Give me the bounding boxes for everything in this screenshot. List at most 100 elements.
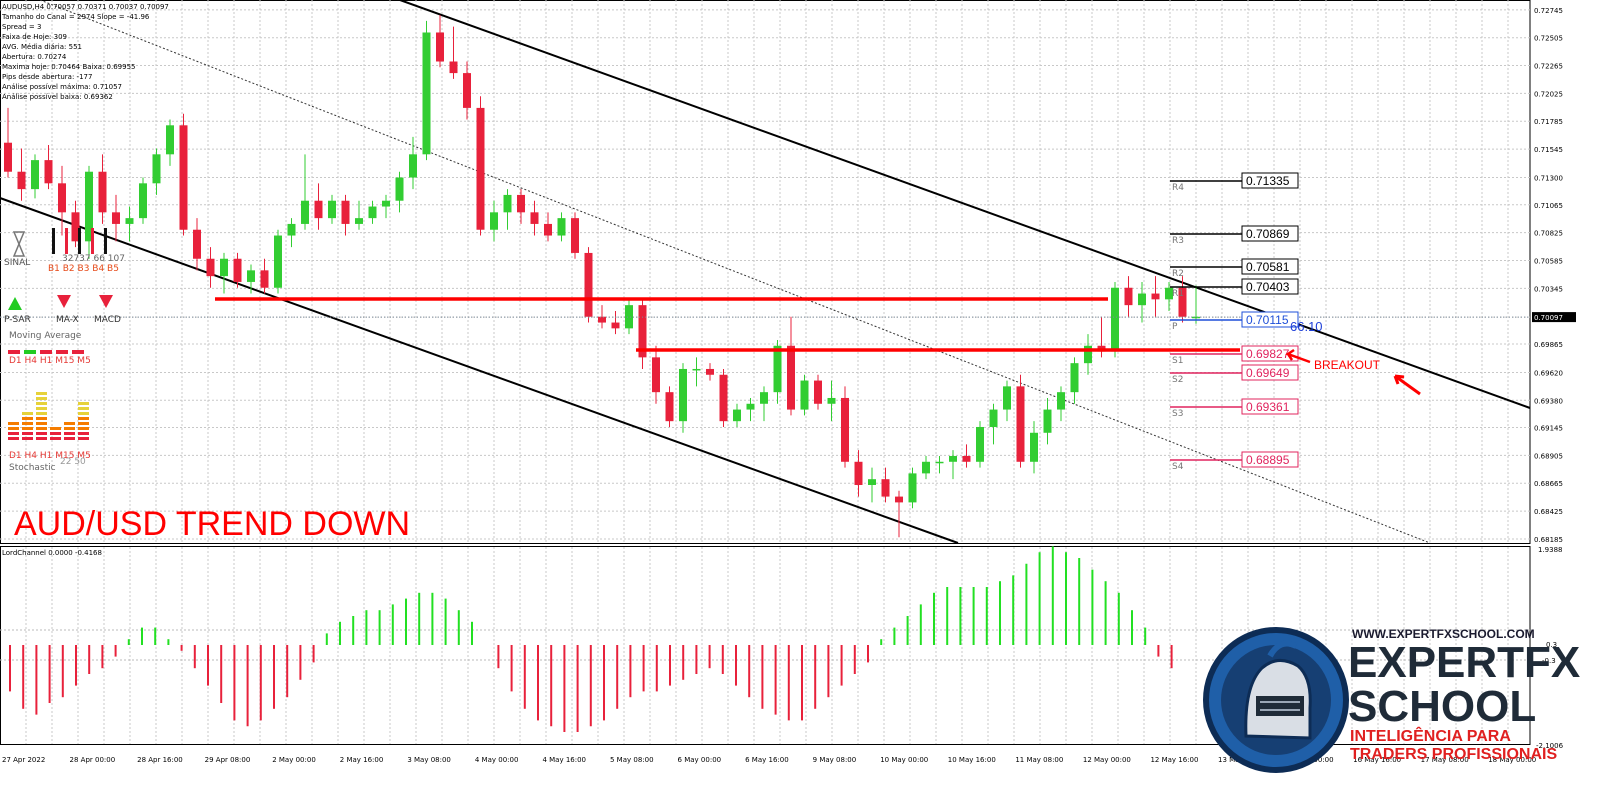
y-tick-label: 0.68665 bbox=[1534, 480, 1563, 488]
info-line: Faixa de Hoje: 309 bbox=[2, 33, 67, 41]
brand-tagline-1: INTELIGÊNCIA PARA bbox=[1350, 728, 1511, 745]
y-tick-label: 0.71300 bbox=[1534, 175, 1563, 183]
b-labels: B1 B2 B3 B4 B5 bbox=[48, 264, 119, 274]
candle-bull bbox=[1030, 432, 1038, 462]
channel-upper-line bbox=[399, 0, 1531, 409]
stoch-block bbox=[22, 422, 33, 425]
candle-bear bbox=[881, 479, 890, 497]
stoch-block bbox=[36, 417, 47, 420]
x-tick-label: 4 May 16:00 bbox=[542, 756, 586, 764]
y-tick-label: 0.72265 bbox=[1534, 63, 1563, 71]
candle-bear bbox=[233, 258, 242, 282]
x-tick-label: 10 May 16:00 bbox=[948, 756, 996, 764]
pivot-value: 0.71335 bbox=[1246, 174, 1290, 188]
stoch-block bbox=[78, 417, 89, 420]
candle-bull bbox=[395, 177, 404, 201]
candles bbox=[4, 15, 1200, 538]
y-tick-label: 0.69380 bbox=[1534, 397, 1563, 405]
x-tick-label: 10 May 00:00 bbox=[880, 756, 928, 764]
candle-bull bbox=[800, 380, 809, 410]
macd-label: MACD bbox=[94, 315, 121, 325]
y-tick-label: 0.72745 bbox=[1534, 7, 1563, 15]
stoch-block bbox=[22, 432, 33, 435]
stoch-block bbox=[64, 437, 75, 440]
candle-bull bbox=[1070, 363, 1079, 393]
candle-bull bbox=[125, 218, 134, 224]
stoch-block bbox=[8, 437, 19, 440]
candle-bear bbox=[206, 258, 215, 277]
ma-indicator-bar bbox=[72, 350, 84, 354]
stoch-block bbox=[64, 427, 75, 430]
info-line: AVG. Média diária: 551 bbox=[2, 43, 82, 51]
pivot-value: 0.68895 bbox=[1246, 453, 1290, 467]
psar-label: P-SAR bbox=[4, 315, 31, 325]
current-price-box bbox=[1532, 312, 1576, 323]
pips-label: 66.10 bbox=[1290, 319, 1323, 334]
pivot-label: R2 bbox=[1172, 269, 1184, 279]
brand-name-line1: EXPERTFX bbox=[1348, 638, 1581, 687]
pivot-value-box bbox=[1241, 278, 1299, 295]
stoch-block bbox=[78, 437, 89, 440]
candle-bull bbox=[949, 455, 957, 462]
ma-title: Moving Average bbox=[9, 331, 82, 341]
candle-bear bbox=[1016, 386, 1025, 462]
candle-bear bbox=[719, 374, 728, 422]
x-tick-label: 12 May 00:00 bbox=[1083, 756, 1131, 764]
x-tick-label: 2 May 00:00 bbox=[272, 756, 316, 764]
candle-bull bbox=[935, 461, 944, 464]
candle-bull bbox=[409, 154, 417, 178]
candle-bull bbox=[1138, 293, 1146, 306]
y-tick-label: 0.69865 bbox=[1534, 341, 1563, 349]
candle-bull bbox=[760, 392, 768, 404]
ma-indicator-bar bbox=[8, 350, 20, 354]
signal-bar bbox=[104, 228, 107, 254]
info-line: Spread = 3 bbox=[2, 23, 42, 31]
hourglass-icon bbox=[12, 231, 26, 257]
pivot-label: S2 bbox=[1172, 375, 1183, 385]
macd-down-arrow-icon bbox=[99, 295, 113, 308]
stoch-block bbox=[78, 402, 89, 405]
symbol-line: AUDUSD,H4 0.70057 0.70371 0.70037 0.7009… bbox=[2, 3, 169, 11]
candle-bull bbox=[692, 368, 701, 371]
pivot-value: 0.70869 bbox=[1246, 227, 1290, 241]
candle-bear bbox=[598, 316, 606, 323]
candle-bull bbox=[679, 368, 687, 422]
info-line: Análise possível baixa: 0.69362 bbox=[2, 93, 113, 101]
pivot-label: S4 bbox=[1172, 462, 1184, 472]
osc-p3-label: 0.3 bbox=[1546, 641, 1557, 649]
oscillator-frame bbox=[0, 546, 1531, 745]
breakout-arrow-right bbox=[1393, 374, 1421, 396]
candle-bear bbox=[476, 107, 485, 230]
y-tick-label: 0.70585 bbox=[1534, 257, 1563, 265]
candle-bull bbox=[1084, 345, 1092, 364]
candle-bear bbox=[962, 455, 971, 462]
stochastic-label: Stochastic bbox=[9, 463, 56, 473]
candle-bear bbox=[260, 270, 269, 288]
pivot-value-box bbox=[1241, 172, 1299, 189]
candle-bull bbox=[1165, 287, 1173, 300]
y-tick-label: 0.68185 bbox=[1534, 536, 1563, 544]
candle-bear bbox=[854, 461, 863, 485]
ma-indicator-bar bbox=[40, 350, 52, 354]
candle-bear bbox=[841, 397, 849, 462]
pivot-value-box bbox=[1241, 398, 1299, 415]
candle-bear bbox=[17, 171, 26, 190]
candle-bull bbox=[746, 403, 755, 410]
candle-bull bbox=[220, 258, 228, 277]
candle-bear bbox=[463, 73, 471, 108]
y-tick-label: 0.68905 bbox=[1534, 452, 1563, 460]
pivot-value: 0.69827 bbox=[1246, 347, 1290, 361]
stoch-block bbox=[36, 432, 47, 435]
candle-bear bbox=[544, 223, 552, 236]
psar-up-arrow-icon bbox=[8, 297, 22, 310]
candle-bull bbox=[557, 218, 566, 236]
pivot-value-box bbox=[1241, 225, 1299, 242]
candle-bear bbox=[71, 212, 80, 242]
info-panel: AUDUSD,H4 0.70057 0.70371 0.70037 0.7009… bbox=[2, 2, 169, 102]
candle-bear bbox=[314, 200, 323, 219]
stoch-block bbox=[78, 422, 89, 425]
pivot-label: R1 bbox=[1172, 289, 1184, 299]
stoch-block bbox=[78, 427, 89, 430]
x-tick-label: 18 May 00:00 bbox=[1488, 756, 1536, 764]
